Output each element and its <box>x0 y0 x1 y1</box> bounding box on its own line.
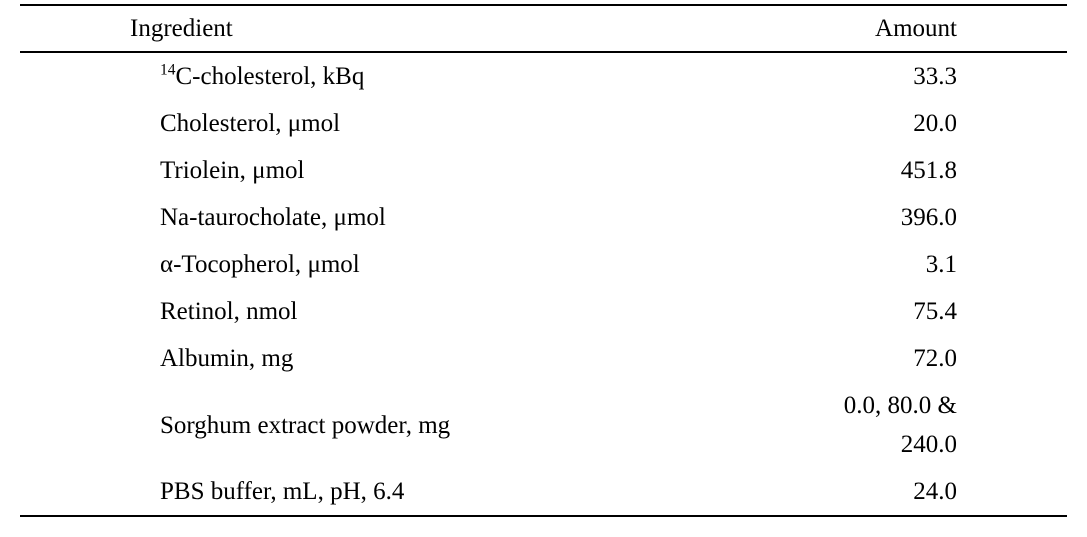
cell-amount: 451.8 <box>709 147 1067 194</box>
table-row: Albumin, mg72.0 <box>20 335 1067 382</box>
header-row: Ingredient Amount <box>20 5 1067 52</box>
cell-ingredient: Albumin, mg <box>20 335 709 382</box>
table-row: Triolein, μmol451.8 <box>20 147 1067 194</box>
table-row: α-Tocopherol, μmol3.1 <box>20 241 1067 288</box>
header-amount: Amount <box>709 5 1067 52</box>
cell-ingredient: 14C-cholesterol, kBq <box>20 52 709 100</box>
cell-ingredient: α-Tocopherol, μmol <box>20 241 709 288</box>
page: Ingredient Amount 14C-cholesterol, kBq33… <box>0 0 1087 537</box>
cell-amount: 75.4 <box>709 288 1067 335</box>
cell-ingredient: Na-taurocholate, μmol <box>20 194 709 241</box>
cell-amount: 396.0 <box>709 194 1067 241</box>
table-row: 14C-cholesterol, kBq33.3 <box>20 52 1067 100</box>
cell-ingredient: PBS buffer, mL, pH, 6.4 <box>20 468 709 516</box>
cell-amount: 72.0 <box>709 335 1067 382</box>
ingredients-table: Ingredient Amount 14C-cholesterol, kBq33… <box>20 4 1067 517</box>
amount-line: 0.0, 80.0 & <box>709 393 957 418</box>
table-row: PBS buffer, mL, pH, 6.424.0 <box>20 468 1067 516</box>
cell-amount: 0.0, 80.0 & 240.0 <box>709 382 1067 468</box>
header-ingredient: Ingredient <box>20 5 709 52</box>
table-row: Cholesterol, μmol20.0 <box>20 100 1067 147</box>
cell-ingredient: Sorghum extract powder, mg <box>20 382 709 468</box>
cell-amount: 33.3 <box>709 52 1067 100</box>
table-body: 14C-cholesterol, kBq33.3Cholesterol, μmo… <box>20 52 1067 516</box>
table-header: Ingredient Amount <box>20 5 1067 52</box>
table-row: Na-taurocholate, μmol396.0 <box>20 194 1067 241</box>
cell-amount: 24.0 <box>709 468 1067 516</box>
cell-ingredient: Retinol, nmol <box>20 288 709 335</box>
table-row: Sorghum extract powder, mg0.0, 80.0 & 240… <box>20 382 1067 468</box>
cell-amount: 20.0 <box>709 100 1067 147</box>
amount-line: 240.0 <box>709 432 957 457</box>
cell-ingredient: Cholesterol, μmol <box>20 100 709 147</box>
cell-ingredient: Triolein, μmol <box>20 147 709 194</box>
cell-amount: 3.1 <box>709 241 1067 288</box>
table-row: Retinol, nmol75.4 <box>20 288 1067 335</box>
